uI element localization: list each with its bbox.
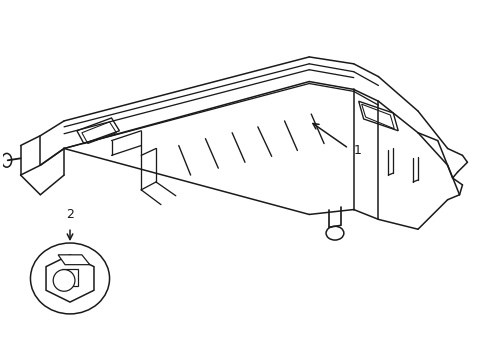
- Polygon shape: [62, 269, 78, 286]
- Ellipse shape: [30, 243, 109, 314]
- Text: 2: 2: [66, 208, 74, 221]
- Ellipse shape: [2, 153, 12, 167]
- Polygon shape: [46, 255, 94, 302]
- Text: 1: 1: [353, 144, 361, 157]
- Polygon shape: [58, 255, 90, 265]
- Circle shape: [53, 270, 75, 291]
- Ellipse shape: [325, 226, 343, 240]
